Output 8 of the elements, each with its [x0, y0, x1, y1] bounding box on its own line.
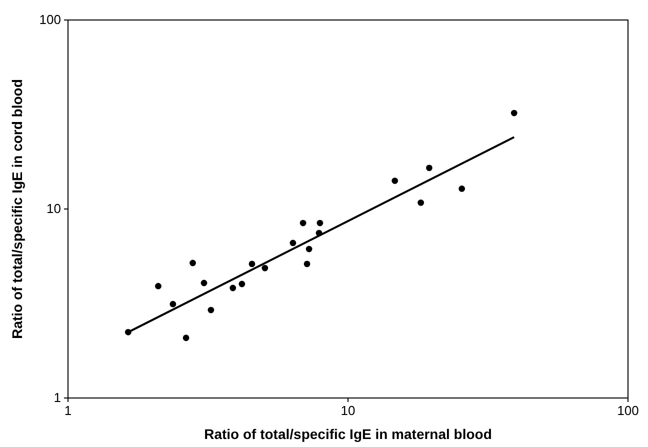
y-tick-label: 100 — [39, 12, 61, 27]
x-tick-label: 1 — [64, 403, 72, 418]
y-axis-title: Ratio of total/specific IgE in cord blood — [9, 79, 25, 339]
x-axis-title: Ratio of total/specific IgE in maternal blood — [204, 426, 492, 442]
y-tick-label: 1 — [54, 390, 61, 405]
y-tick-label: 10 — [46, 201, 61, 216]
x-tick-label: 100 — [617, 403, 639, 418]
x-tick-label: 10 — [340, 403, 356, 418]
